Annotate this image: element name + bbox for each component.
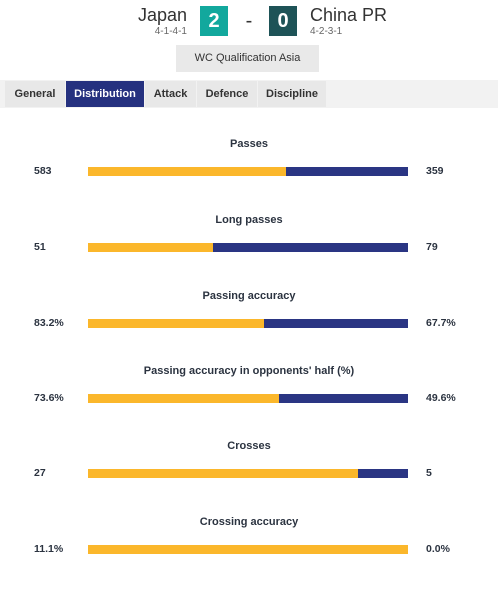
comparison-bar — [88, 469, 408, 478]
home-team-name: Japan — [137, 5, 187, 25]
competition-badge[interactable]: WC Qualification Asia — [176, 45, 319, 72]
home-value: 583 — [34, 165, 52, 177]
comparison-bar — [88, 545, 408, 554]
home-value: 11.1% — [34, 543, 64, 555]
home-bar-fill — [88, 319, 265, 328]
match-header: Japan 4-1-4-1 2 - 0 China PR 4-2-3-1 WC … — [0, 0, 498, 78]
away-value: 0.0% — [426, 543, 450, 555]
tab-discipline[interactable]: Discipline — [258, 81, 326, 107]
away-value: 79 — [426, 241, 438, 253]
comparison-bar — [88, 394, 408, 403]
stat-passes: Passes 583 359 — [0, 137, 498, 187]
away-value: 67.7% — [426, 317, 456, 329]
home-bar-fill — [88, 394, 280, 403]
stat-title: Crosses — [227, 440, 271, 452]
away-team-formation: 4-2-3-1 — [310, 26, 343, 37]
tab-distribution[interactable]: Distribution — [66, 81, 144, 107]
stat-title: Passing accuracy — [202, 290, 296, 302]
home-value: 83.2% — [34, 317, 64, 329]
away-value: 49.6% — [426, 392, 456, 404]
stat-title: Crossing accuracy — [199, 516, 299, 528]
stat-passing-accuracy: Passing accuracy 83.2% 67.7% — [0, 289, 498, 339]
home-bar-fill — [88, 167, 287, 176]
stat-crossing-accuracy: Crossing accuracy 11.1% 0.0% — [0, 515, 498, 565]
home-team-formation: 4-1-4-1 — [154, 26, 187, 37]
away-value: 5 — [426, 467, 432, 479]
stat-passing-accuracy-opponents-half: Passing accuracy in opponents' half (%) … — [0, 364, 498, 414]
home-score: 2 — [200, 6, 228, 36]
score-separator: - — [245, 10, 253, 32]
away-value: 359 — [426, 165, 444, 177]
stat-title: Long passes — [215, 214, 283, 226]
stat-crosses: Crosses 27 5 — [0, 439, 498, 489]
stat-title: Passing accuracy in opponents' half (%) — [143, 365, 355, 377]
comparison-bar — [88, 167, 408, 176]
home-value: 73.6% — [34, 392, 64, 404]
stat-title: Passes — [230, 138, 268, 150]
home-bar-fill — [88, 469, 359, 478]
away-team[interactable]: China PR 4-2-3-1 — [310, 5, 387, 38]
away-score: 0 — [269, 6, 297, 36]
stat-long-passes: Long passes 51 79 — [0, 213, 498, 263]
home-bar-fill — [88, 545, 408, 554]
comparison-bar — [88, 319, 408, 328]
home-bar-fill — [88, 243, 214, 252]
tab-general[interactable]: General — [5, 81, 65, 107]
tab-defence[interactable]: Defence — [197, 81, 257, 107]
home-value: 27 — [34, 467, 46, 479]
home-team[interactable]: Japan 4-1-4-1 — [138, 5, 187, 38]
away-team-name: China PR — [310, 5, 388, 25]
comparison-bar — [88, 243, 408, 252]
stats-tab-bar: General Distribution Attack Defence Disc… — [0, 80, 498, 108]
home-value: 51 — [34, 241, 46, 253]
tab-attack[interactable]: Attack — [145, 81, 196, 107]
